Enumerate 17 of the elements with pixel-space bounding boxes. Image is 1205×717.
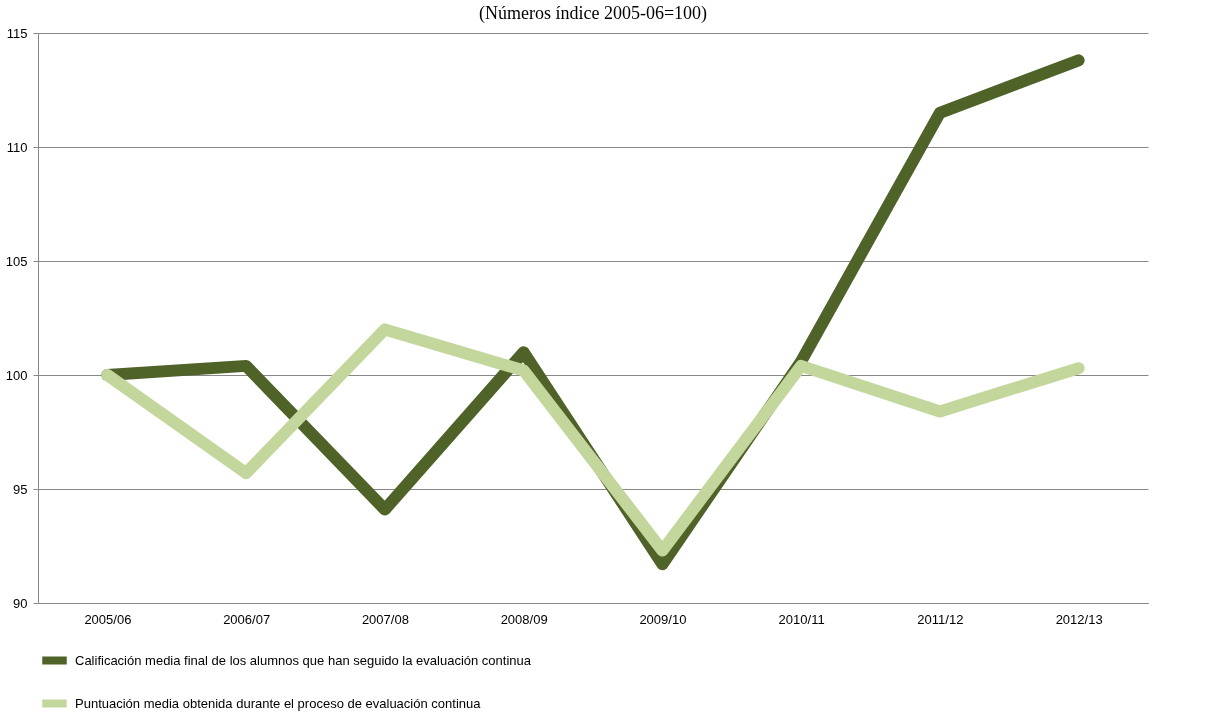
y-tick-label: 110: [6, 139, 28, 155]
x-tick-label: 2008/09: [500, 611, 548, 627]
legend-label: Puntuación media obtenida durante el proceso de evaluación continua: [75, 695, 482, 711]
x-tick-label: 2005/06: [84, 611, 132, 627]
chart-title: (Números índice 2005-06=100): [478, 3, 708, 24]
x-tick-label: 2009/10: [639, 611, 687, 627]
legend-label: Calificación media final de los alumnos que han seguido la evaluación continua: [75, 652, 532, 668]
x-tick-label: 2012/13: [1055, 611, 1103, 627]
y-tick-label: 90: [13, 595, 28, 611]
x-tick-label: 2010/11: [778, 611, 825, 627]
y-tick-label: 95: [13, 481, 28, 497]
y-tick-label: 100: [5, 367, 28, 383]
x-tick-label: 2011/12: [917, 611, 964, 627]
x-tick-label: 2006/07: [223, 611, 271, 627]
y-tick-label: 105: [5, 253, 28, 269]
y-tick-label: 115: [6, 25, 28, 41]
x-tick-label: 2007/08: [361, 611, 409, 627]
